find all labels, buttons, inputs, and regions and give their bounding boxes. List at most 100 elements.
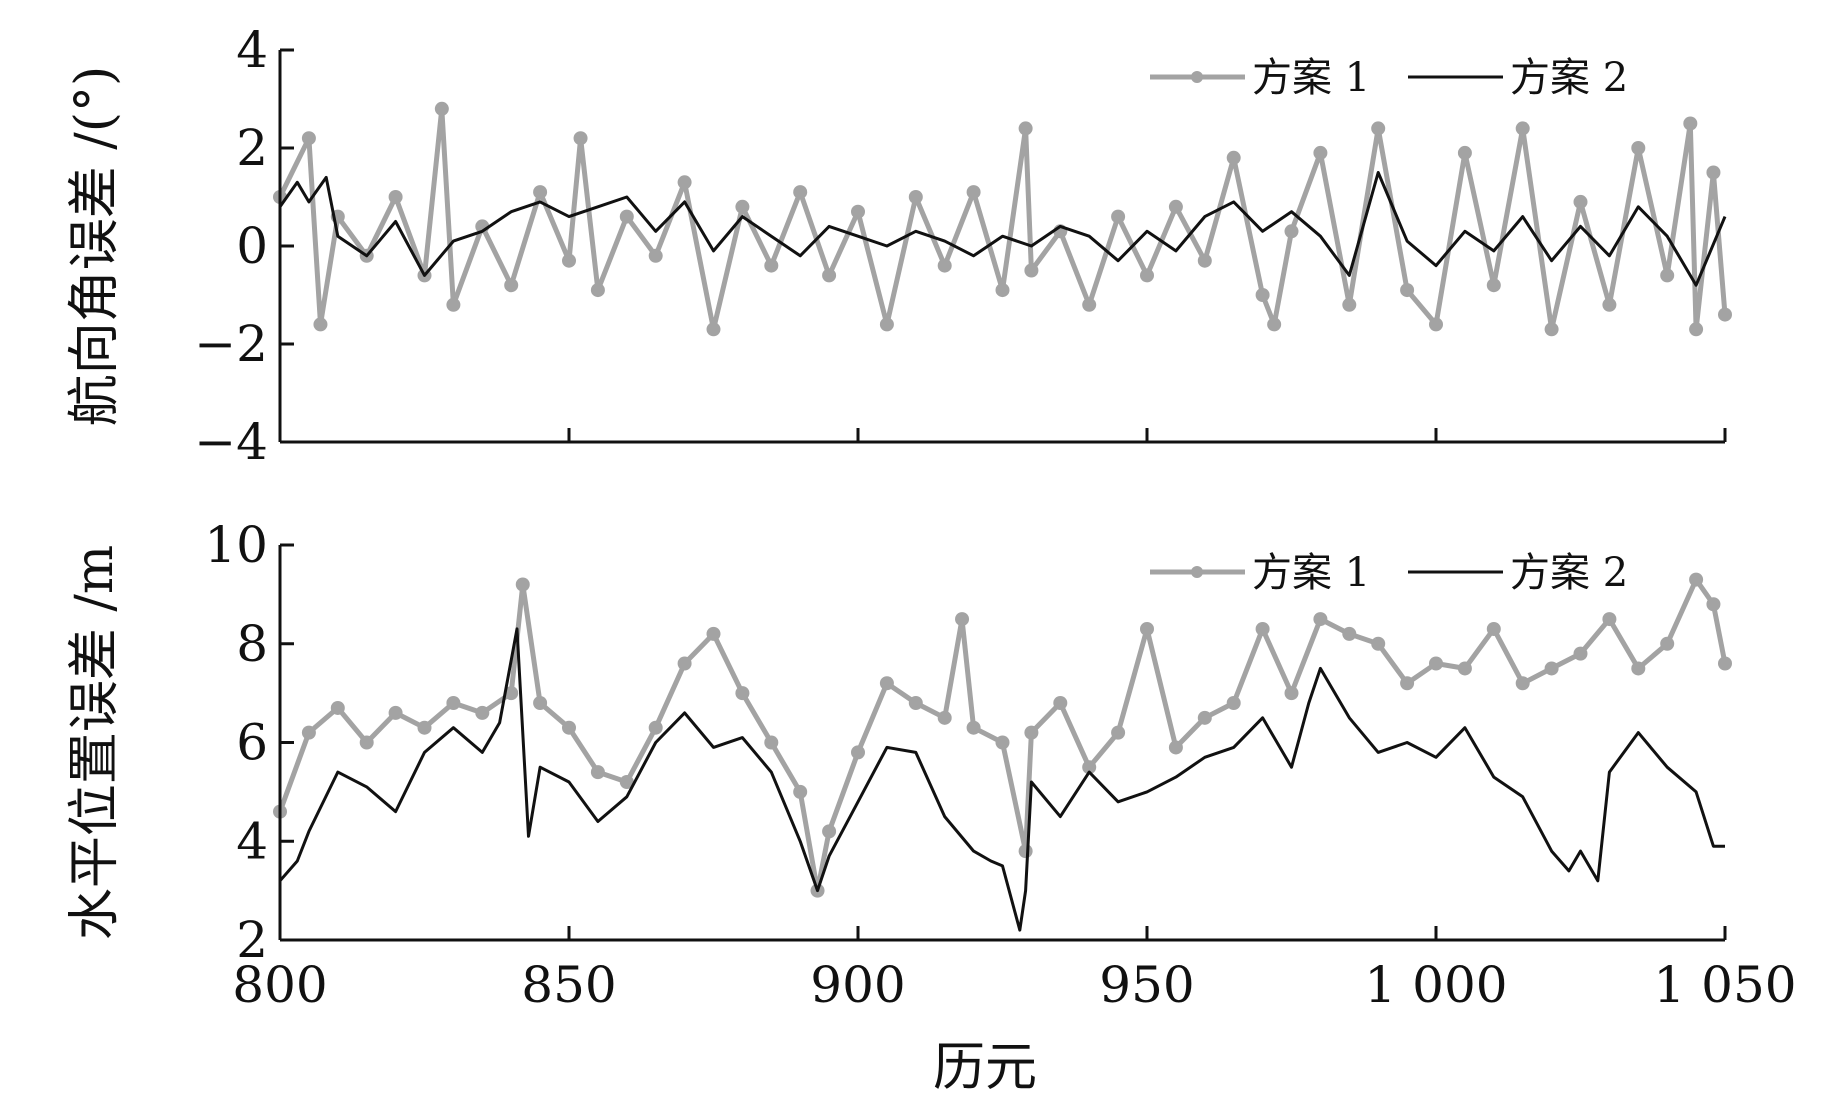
series-1-point bbox=[966, 185, 981, 200]
series-1-point bbox=[793, 185, 808, 200]
series-1-point bbox=[1226, 150, 1241, 165]
series-1-point bbox=[388, 705, 403, 720]
series-1-point bbox=[1718, 307, 1732, 322]
series-1-point bbox=[793, 784, 808, 799]
series-1-point bbox=[851, 745, 865, 760]
series-1-point bbox=[1111, 725, 1126, 740]
legend-label-1: 方案 1 bbox=[1252, 550, 1370, 596]
series-1-point bbox=[533, 185, 548, 200]
series-1-point bbox=[515, 577, 530, 592]
series-1-point bbox=[706, 322, 721, 337]
series-1-point bbox=[533, 696, 548, 710]
panel-position-error: 2 4 6 8 10 800 850 900 950 1 000 1 050 水平位置误差 /m 方案 … bbox=[65, 516, 1797, 1014]
series-1-point bbox=[1342, 626, 1357, 641]
series-1-point bbox=[1602, 612, 1617, 627]
series-1-point bbox=[995, 283, 1010, 298]
series-1-point bbox=[822, 268, 837, 283]
series-1-point bbox=[1024, 263, 1039, 278]
series-1-point bbox=[388, 190, 403, 204]
series-1-point bbox=[1024, 725, 1039, 740]
x-tick-label: 900 bbox=[810, 956, 905, 1014]
series-1-point bbox=[764, 258, 779, 273]
series-1-point bbox=[1267, 317, 1282, 332]
x-tick-label: 1 000 bbox=[1364, 956, 1507, 1014]
series-1-point bbox=[1689, 322, 1704, 337]
series-1-point bbox=[1082, 297, 1097, 312]
series-1-point bbox=[301, 725, 316, 740]
series-1-point bbox=[1255, 621, 1270, 636]
series-1-point bbox=[1515, 121, 1530, 136]
series-1-point bbox=[475, 705, 490, 720]
series-1-point bbox=[590, 283, 605, 298]
series-1-point bbox=[562, 720, 576, 735]
series-1-point bbox=[1718, 656, 1732, 671]
y-tick-label: −2 bbox=[194, 315, 268, 373]
series-1-point bbox=[1486, 621, 1501, 636]
series-1-point bbox=[1197, 710, 1212, 725]
y-tick-label: 2 bbox=[236, 911, 268, 969]
series-1-point bbox=[1706, 165, 1721, 180]
x-tick-label: 950 bbox=[1099, 956, 1194, 1014]
legend-marker-1 bbox=[1191, 71, 1203, 83]
series-1-point bbox=[955, 612, 970, 627]
series-1-point bbox=[301, 131, 316, 146]
y-tick-label: 4 bbox=[236, 812, 268, 870]
series-1-point bbox=[446, 696, 461, 710]
legend-label-1: 方案 1 bbox=[1252, 55, 1370, 101]
x-tick-label: 850 bbox=[521, 956, 616, 1014]
series-1-point bbox=[1284, 224, 1299, 239]
series-1-point bbox=[1371, 636, 1386, 651]
series-1-point bbox=[966, 720, 981, 735]
series-1-point bbox=[1660, 636, 1675, 651]
series-1-point bbox=[1313, 145, 1328, 160]
series-1-point bbox=[706, 626, 721, 641]
series-1-point bbox=[648, 248, 663, 263]
x-axis-title: 历元 bbox=[933, 1038, 1037, 1098]
series-1-point bbox=[590, 765, 605, 780]
series-1-point bbox=[1544, 661, 1559, 676]
series-1-point bbox=[908, 696, 923, 710]
series-1-point bbox=[1486, 278, 1501, 293]
series-1-point bbox=[1683, 116, 1698, 131]
series-1-point bbox=[313, 317, 328, 332]
series-1-point bbox=[822, 824, 837, 839]
series-1-point bbox=[851, 204, 865, 219]
y-axis-title: 航向角误差 /(°) bbox=[65, 66, 125, 427]
series-1-point bbox=[1226, 696, 1241, 710]
series-1-point bbox=[1457, 661, 1472, 676]
series-1-point bbox=[1284, 686, 1299, 701]
legend-marker-1 bbox=[1191, 566, 1203, 578]
series-1-point bbox=[1197, 253, 1212, 268]
series-line-1 bbox=[277, 577, 1728, 894]
series-1-point bbox=[677, 656, 692, 671]
series-1-point bbox=[1140, 268, 1154, 283]
series-1-point bbox=[1689, 572, 1704, 587]
series-1-point bbox=[619, 775, 634, 789]
series-1-point bbox=[937, 710, 952, 725]
series-line-1 bbox=[277, 106, 1728, 332]
y-tick-label: 10 bbox=[204, 516, 268, 574]
y-tick-label: 4 bbox=[236, 21, 268, 79]
series-1-point bbox=[648, 720, 663, 735]
series-1-point bbox=[1660, 268, 1675, 283]
series-1-point bbox=[1429, 317, 1443, 332]
series-line-2 bbox=[278, 627, 1725, 932]
legend-label-2: 方案 2 bbox=[1510, 55, 1628, 101]
series-1-point bbox=[359, 735, 374, 750]
series-1-point bbox=[1018, 844, 1033, 859]
x-tick-label: 1 050 bbox=[1653, 956, 1796, 1014]
series-1-point bbox=[573, 131, 588, 146]
series-1-point bbox=[1631, 141, 1646, 155]
y-tick-label: 0 bbox=[236, 217, 268, 275]
series-1-point bbox=[1457, 145, 1472, 160]
series-1-point bbox=[446, 297, 461, 312]
series-1-point bbox=[1255, 288, 1270, 302]
series-1-point bbox=[995, 735, 1010, 750]
y-tick-label: 6 bbox=[236, 714, 268, 772]
series-1-point bbox=[1515, 676, 1530, 691]
series-line-2 bbox=[278, 171, 1727, 287]
series-1-point bbox=[735, 686, 750, 701]
series-1-point bbox=[1371, 121, 1386, 136]
series-1-point bbox=[1631, 661, 1646, 676]
